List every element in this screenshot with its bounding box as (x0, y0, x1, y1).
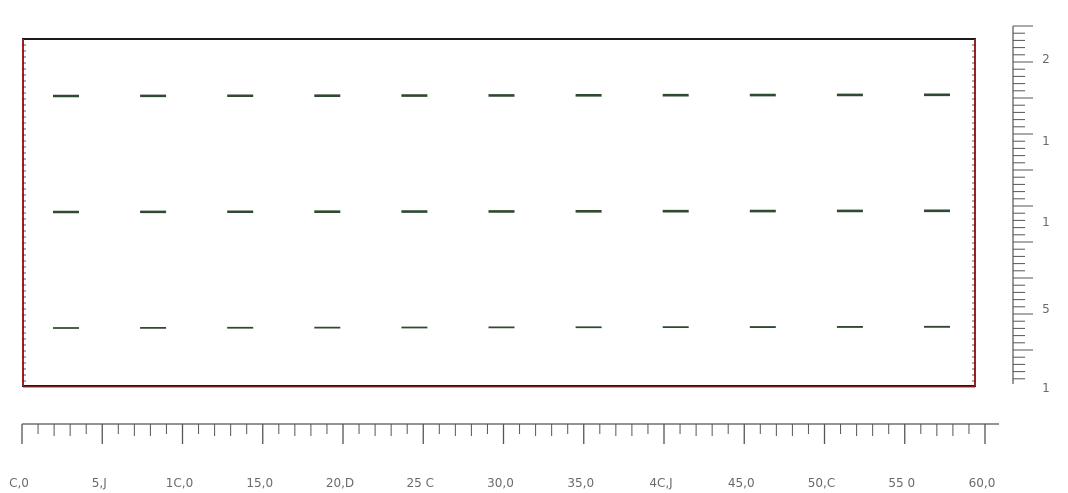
y-tick-label: 5 (1042, 302, 1050, 316)
x-tick-label: 35,0 (567, 476, 594, 490)
y-tick-label: 1 (1042, 134, 1050, 148)
x-tick-label: C,0 (9, 476, 29, 490)
x-tick-label: 5,J (92, 476, 107, 490)
x-tick-label: 1C,0 (166, 476, 193, 490)
plot-frame (22, 38, 976, 388)
x-tick-label: 60,0 (969, 476, 996, 490)
x-tick-label: 4C,J (649, 476, 672, 490)
bottom-ruler: C,0 5,J 1C,0 15,0 20,D 25 C 30,0 35,0 4C,J 45,0 50… (9, 423, 999, 490)
x-tick-label: 55 0 (888, 476, 915, 490)
x-tick-label: 30,0 (487, 476, 514, 490)
x-tick-label: 15,0 (246, 476, 273, 490)
y-tick-label: 2 (1042, 52, 1050, 66)
x-tick-label: 20,D (326, 476, 354, 490)
y-tick-label: 1 (1042, 215, 1050, 229)
y-tick-label: 1 (1042, 381, 1050, 395)
x-tick-label: 50,C (808, 476, 835, 490)
dash-marks (53, 93, 950, 329)
right-ruler: 2 1 1 5 1 (1012, 25, 1050, 395)
x-tick-label: 25 C (407, 476, 434, 490)
x-tick-label: 45,0 (728, 476, 755, 490)
